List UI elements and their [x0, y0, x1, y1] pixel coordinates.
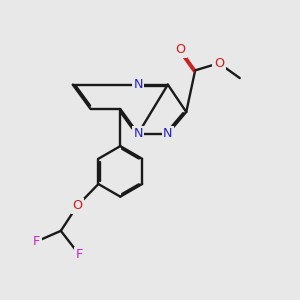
Text: O: O — [214, 57, 224, 70]
Text: F: F — [76, 248, 83, 261]
Text: N: N — [134, 127, 143, 140]
Text: F: F — [33, 235, 40, 248]
Text: O: O — [175, 43, 185, 56]
Text: N: N — [163, 127, 172, 140]
Text: O: O — [72, 200, 82, 212]
Text: N: N — [134, 78, 143, 91]
